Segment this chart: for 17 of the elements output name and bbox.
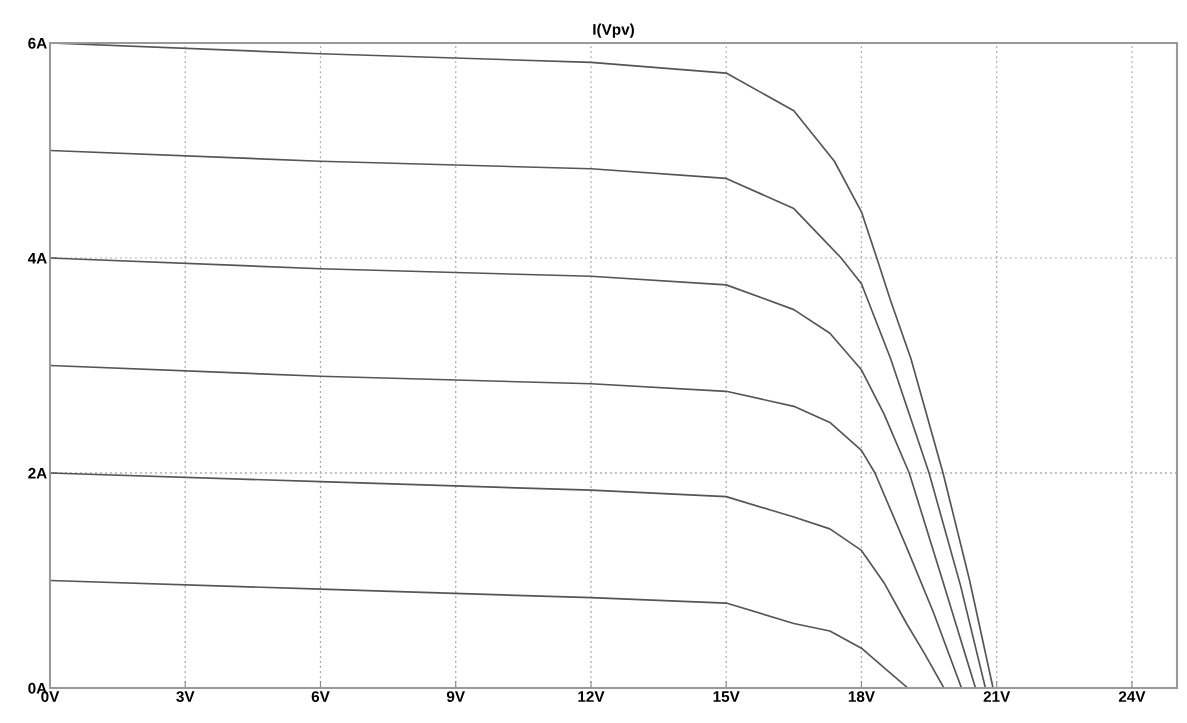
y-tick-label: 4A: [27, 253, 47, 264]
line-series: [50, 149, 987, 688]
x-tick-label: 24V: [1118, 691, 1146, 702]
y-tick-label: 6A: [28, 37, 47, 49]
x-tick-label: 6V: [311, 691, 330, 702]
line-series: [50, 364, 963, 688]
x-tick-label: 15V: [713, 691, 740, 702]
x-tick-label: 12V: [578, 691, 605, 702]
y-tick-label: 2A: [28, 467, 47, 479]
chart-title: I(Vpv): [593, 23, 634, 38]
x-tick-label: 3V: [176, 691, 195, 703]
line-series: [50, 579, 909, 688]
line-series: [50, 257, 977, 688]
x-tick-label: 21V: [983, 691, 1011, 702]
x-tick-label: 9V: [446, 691, 465, 702]
x-tick-label: 18V: [848, 691, 875, 702]
line-series: [50, 472, 945, 688]
